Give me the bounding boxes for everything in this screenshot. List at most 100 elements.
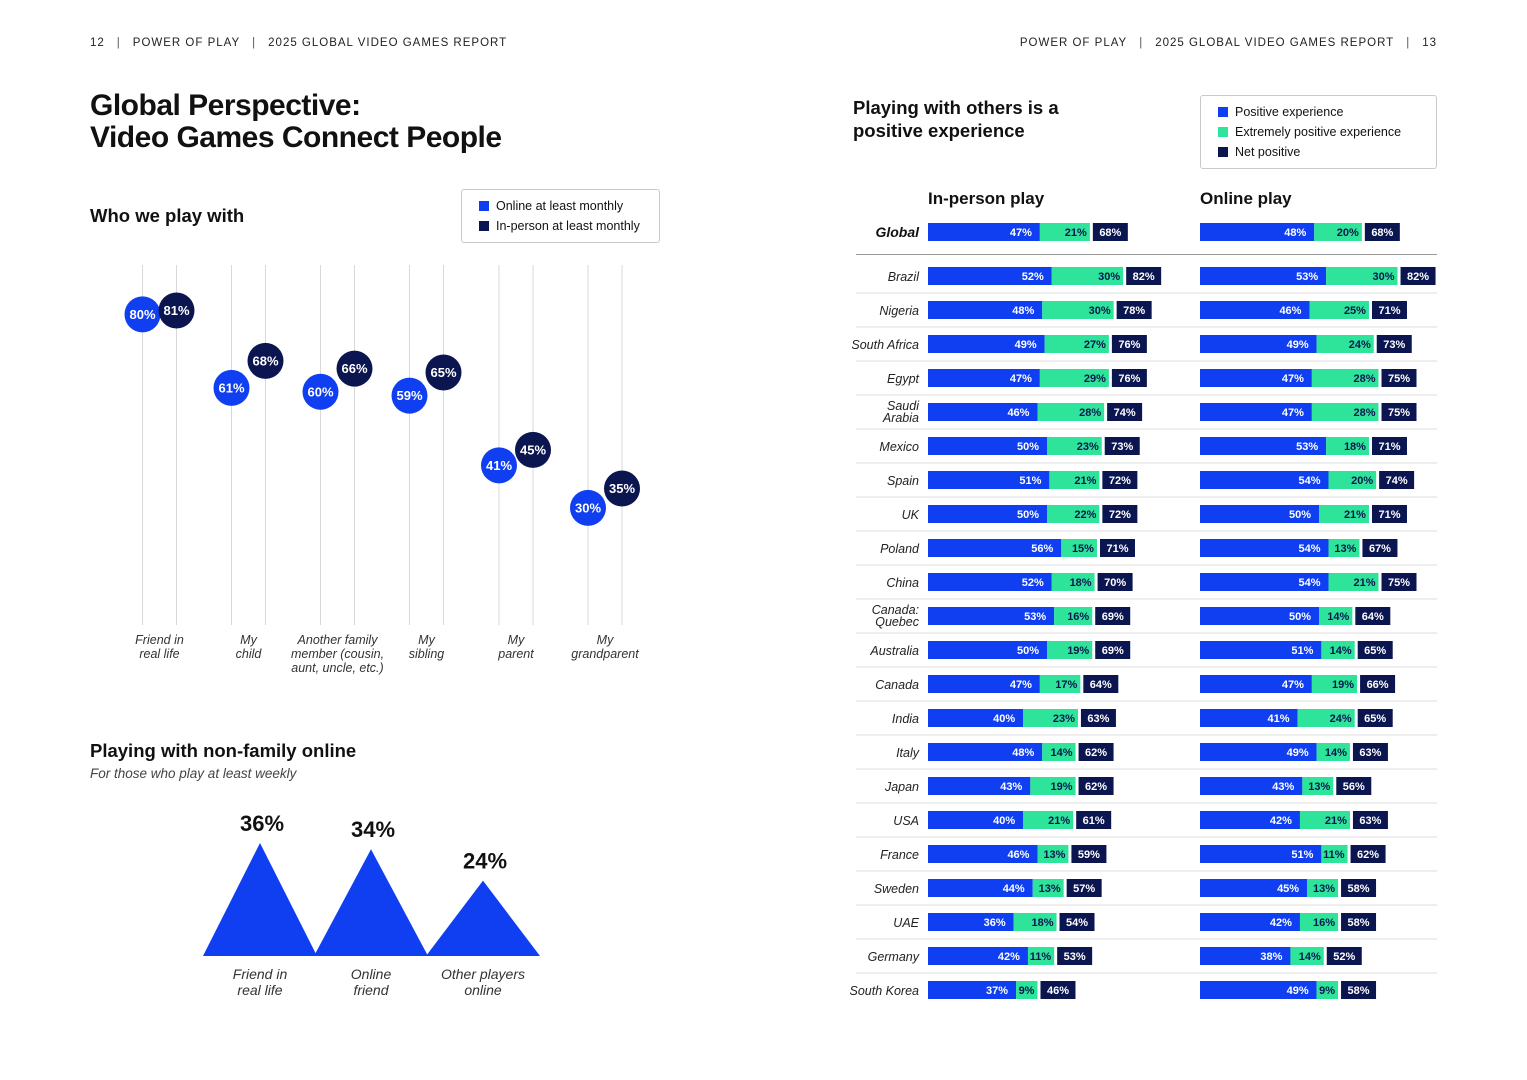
value-net-positive-south-korea-online: 58% xyxy=(1348,985,1370,997)
bar-extremely-positive-canada-in-person xyxy=(1039,675,1081,693)
value-positive-saudi-arabia-online: 47% xyxy=(1282,407,1304,419)
value-positive-poland-online: 54% xyxy=(1298,543,1320,555)
value-positive-canada-quebec-online: 50% xyxy=(1289,611,1311,623)
bar-extremely-positive-global-online xyxy=(1314,223,1362,241)
value-net-positive-sweden-in-person: 57% xyxy=(1073,883,1095,895)
value-extremely-positive-global-in-person: 21% xyxy=(1065,227,1087,239)
dot-in-person-my-parent xyxy=(515,431,551,468)
dot-label-in-person-my-sibling: 65% xyxy=(430,365,456,380)
country-label-sweden: Sweden xyxy=(874,882,919,896)
value-positive-brazil-in-person: 52% xyxy=(1022,271,1044,283)
right-page-header: POWER OF PLAY | 2025 GLOBAL VIDEO GAMES RE… xyxy=(1019,37,1437,49)
bar-positive-sweden-in-person xyxy=(928,879,1033,897)
dot-label-in-person-friend-in-real-life: 81% xyxy=(163,303,189,318)
value-net-positive-south-africa-in-person: 76% xyxy=(1118,339,1140,351)
value-extremely-positive-uae-online: 16% xyxy=(1313,917,1335,929)
mountain-label-other-players-online: Other players xyxy=(441,966,525,982)
value-extremely-positive-canada-quebec-online: 14% xyxy=(1327,611,1349,623)
bar-positive-usa-in-person xyxy=(928,811,1024,829)
bar-net-positive-usa-in-person xyxy=(1076,811,1112,829)
bar-net-positive-south-africa-online xyxy=(1376,335,1412,353)
bar-extremely-positive-spain-in-person xyxy=(1049,471,1100,489)
dot-label-online-my-grandparent: 30% xyxy=(575,500,601,515)
dot-in-person-my-grandparent xyxy=(604,470,640,507)
value-positive-global-online: 48% xyxy=(1284,227,1306,239)
bar-extremely-positive-poland-online xyxy=(1328,539,1360,557)
bar-extremely-positive-france-in-person xyxy=(1037,845,1069,863)
bar-extremely-positive-saudi-arabia-online xyxy=(1311,403,1379,421)
value-extremely-positive-usa-in-person: 21% xyxy=(1048,815,1070,827)
bar-extremely-positive-global-in-person xyxy=(1039,223,1090,241)
value-net-positive-japan-in-person: 62% xyxy=(1085,781,1107,793)
bar-net-positive-mexico-in-person xyxy=(1104,437,1140,455)
value-net-positive-usa-online: 63% xyxy=(1359,815,1381,827)
bar-net-positive-australia-in-person xyxy=(1095,641,1131,659)
value-net-positive-mexico-in-person: 73% xyxy=(1111,441,1133,453)
value-net-positive-egypt-online: 75% xyxy=(1388,373,1410,385)
value-extremely-positive-sweden-online: 13% xyxy=(1313,883,1335,895)
value-extremely-positive-canada-online: 19% xyxy=(1332,679,1354,691)
positive-experience-chart: In-person play Online play Global 47% 21% 68%… xyxy=(850,189,1437,999)
value-net-positive-spain-online: 74% xyxy=(1386,475,1408,487)
value-positive-canada-quebec-in-person: 53% xyxy=(1024,611,1046,623)
dot-label-online-another-family-member-cousin-aunt-uncle-etc: 60% xyxy=(307,384,333,399)
bar-positive-canada-quebec-in-person xyxy=(928,607,1055,625)
value-positive-uae-in-person: 36% xyxy=(984,917,1006,929)
value-extremely-positive-japan-in-person: 19% xyxy=(1051,781,1073,793)
bar-positive-china-online xyxy=(1200,573,1329,591)
panel-title-in-person: In-person play xyxy=(928,189,1045,208)
value-positive-italy-in-person: 48% xyxy=(1012,747,1034,759)
bar-extremely-positive-egypt-online xyxy=(1311,369,1379,387)
category-label-my-child: My xyxy=(240,633,257,647)
legend-swatch-net-positive xyxy=(1218,147,1228,157)
bar-net-positive-japan-online xyxy=(1336,777,1372,795)
value-extremely-positive-saudi-arabia-online: 28% xyxy=(1353,407,1375,419)
bar-positive-canada-online xyxy=(1200,675,1312,693)
category-label-my-sibling: sibling xyxy=(409,647,444,661)
bar-net-positive-egypt-online xyxy=(1381,369,1417,387)
bar-positive-canada-in-person xyxy=(928,675,1040,693)
value-extremely-positive-italy-in-person: 14% xyxy=(1051,747,1073,759)
value-positive-sweden-in-person: 44% xyxy=(1003,883,1025,895)
value-extremely-positive-spain-in-person: 21% xyxy=(1074,475,1096,487)
country-label-usa: USA xyxy=(893,814,919,828)
value-net-positive-saudi-arabia-online: 75% xyxy=(1388,407,1410,419)
bar-positive-spain-online xyxy=(1200,471,1329,489)
value-extremely-positive-mexico-online: 18% xyxy=(1344,441,1366,453)
value-positive-uk-online: 50% xyxy=(1289,509,1311,521)
value-net-positive-canada-quebec-online: 64% xyxy=(1362,611,1384,623)
dot-label-in-person-my-grandparent: 35% xyxy=(609,481,635,496)
value-extremely-positive-poland-in-person: 15% xyxy=(1072,543,1094,555)
bar-positive-usa-online xyxy=(1200,811,1300,829)
value-positive-nigeria-in-person: 48% xyxy=(1012,305,1034,317)
mountain-label-friend-in-real-life: real life xyxy=(237,982,282,998)
bar-extremely-positive-canada-online xyxy=(1311,675,1358,693)
mountain-value-other-players-online: 24% xyxy=(463,849,507,874)
bar-positive-australia-online xyxy=(1200,641,1322,659)
page-title-line2: Video Games Connect People xyxy=(90,121,502,154)
bar-extremely-positive-brazil-in-person xyxy=(1051,267,1124,285)
bar-extremely-positive-india-online xyxy=(1297,709,1355,727)
bar-net-positive-germany-in-person xyxy=(1057,947,1093,965)
value-positive-egypt-in-person: 47% xyxy=(1010,373,1032,385)
bar-extremely-positive-south-korea-in-person xyxy=(1016,981,1038,999)
dot-label-online-friend-in-real-life: 80% xyxy=(129,307,155,322)
bar-net-positive-nigeria-in-person xyxy=(1116,301,1152,319)
value-positive-usa-in-person: 40% xyxy=(993,815,1015,827)
bar-net-positive-canada-quebec-online xyxy=(1355,607,1391,625)
bar-positive-uk-online xyxy=(1200,505,1319,523)
value-net-positive-germany-online: 52% xyxy=(1333,951,1355,963)
value-net-positive-nigeria-in-person: 78% xyxy=(1123,305,1145,317)
bar-positive-egypt-online xyxy=(1200,369,1312,387)
value-positive-uk-in-person: 50% xyxy=(1017,509,1039,521)
value-net-positive-egypt-in-person: 76% xyxy=(1118,373,1140,385)
bar-net-positive-italy-online xyxy=(1352,743,1388,761)
value-net-positive-china-in-person: 70% xyxy=(1104,577,1126,589)
mountain-label-online-friend: Online xyxy=(351,966,392,982)
experience-legend: Positive experience Extremely positive e… xyxy=(1200,95,1437,169)
dot-label-online-my-parent: 41% xyxy=(486,458,512,473)
legend-swatch-positive xyxy=(1218,107,1228,117)
bar-extremely-positive-australia-in-person xyxy=(1047,641,1093,659)
bar-extremely-positive-japan-in-person xyxy=(1030,777,1076,795)
value-positive-china-online: 54% xyxy=(1298,577,1320,589)
